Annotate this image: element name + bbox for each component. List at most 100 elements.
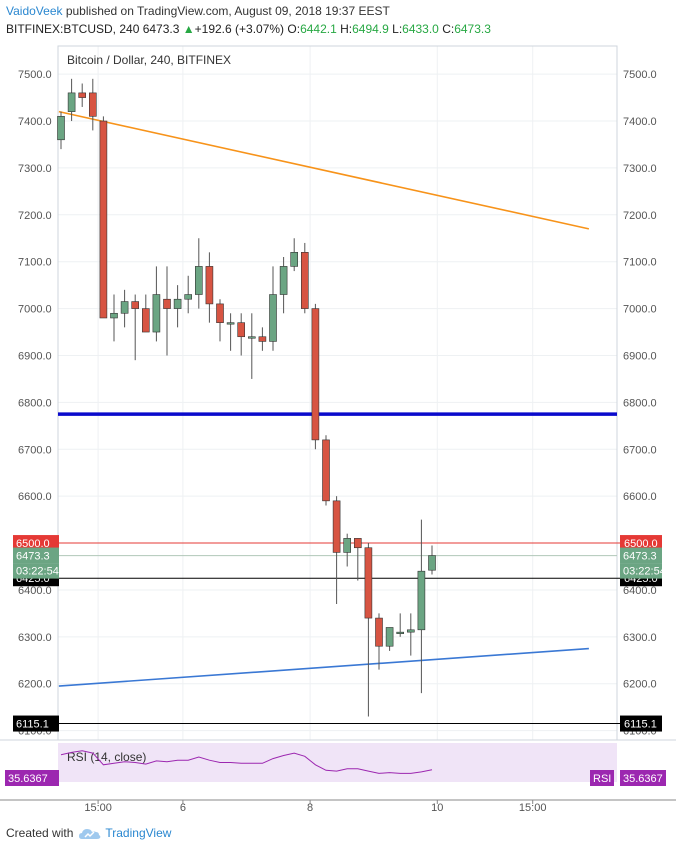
candle-body: [152, 294, 161, 333]
y-tick-label-right: 6600.0: [623, 491, 657, 503]
open-label: O:: [284, 22, 301, 36]
price-change: +192.6 (+3.07%): [194, 22, 285, 36]
candle-body: [343, 538, 352, 553]
y-tick-label-left: 6200.0: [18, 679, 52, 691]
level-tag-right: [620, 535, 662, 552]
candle-body: [67, 92, 76, 112]
created-with-label: Created with: [6, 826, 74, 840]
rsi-value-text-right: 35.6367: [623, 773, 663, 785]
trendlines[interactable]: [58, 110, 590, 687]
candle-body: [173, 298, 182, 309]
open-value: 6442.1: [300, 22, 337, 36]
y-tick-label-right: 6700.0: [623, 444, 657, 456]
y-tick-label-right: 6800.0: [623, 397, 657, 409]
y-tick-label-left: 6900.0: [18, 350, 52, 362]
horizontal-levels[interactable]: [14, 412, 662, 725]
grid-lines: [58, 46, 617, 740]
x-tick-label: 10: [431, 802, 443, 814]
y-tick-label-left: 6600.0: [18, 491, 52, 503]
up-arrow-icon: ▲: [182, 22, 195, 36]
candle-body: [110, 312, 118, 319]
chart-title: Bitcoin / Dollar, 240, BITFINEX: [67, 53, 231, 67]
candle-body: [269, 294, 277, 342]
rsi-name-tag: [590, 770, 614, 786]
y-tick-label-right: 6300.0: [623, 632, 657, 644]
y-tick-label-right: 6900.0: [623, 350, 657, 362]
footer: Created with TradingView: [6, 826, 171, 840]
last-price-tag: [13, 547, 59, 564]
publication-line: VaidoVeek published on TradingView.com, …: [6, 4, 390, 18]
candle-body: [237, 322, 245, 338]
high-value: 6494.9: [352, 22, 389, 36]
tradingview-link[interactable]: TradingView: [105, 826, 172, 840]
ohlc-line: BITFINEX:BTCUSD, 240 6473.3 ▲+192.6 (+3.…: [6, 22, 491, 36]
rsi-label: RSI (14, close): [67, 750, 146, 764]
candle-body: [417, 570, 426, 631]
candle-body: [396, 631, 405, 634]
candle-body: [375, 617, 383, 647]
y-tick-label-left: 6400.0: [18, 585, 52, 597]
candle-body: [205, 266, 214, 305]
author-link[interactable]: VaidoVeek: [6, 4, 63, 18]
y-tick-label-left: 7300.0: [18, 163, 52, 175]
y-tick-label-left: 7500.0: [18, 69, 52, 81]
candle-body: [216, 303, 224, 323]
rsi-name-text: RSI: [593, 773, 611, 785]
candle-body: [78, 92, 86, 98]
close-label: C:: [438, 22, 455, 36]
y-tick-label-right: 7400.0: [623, 116, 657, 128]
x-axis: 15:00 6 8 10 15:00: [84, 800, 546, 814]
y-tick-label-left: 7400.0: [18, 116, 52, 128]
symbol-label: BITFINEX:BTCUSD, 240: [6, 22, 143, 36]
publish-info: published on TradingView.com, August 09,…: [62, 4, 390, 18]
y-tick-label-right: 7000.0: [623, 304, 657, 316]
candle-body: [353, 538, 362, 549]
x-tick-label: 8: [307, 802, 313, 814]
candle-body: [258, 336, 267, 342]
candle-body: [131, 301, 139, 309]
candle-body: [120, 301, 129, 314]
candle-body: [89, 92, 97, 117]
tradingview-logo-icon: [79, 828, 101, 839]
last-price-text: 6473.3: [16, 551, 50, 563]
candle-body: [332, 500, 341, 553]
countdown-tag: [620, 563, 662, 579]
candle-body: [406, 629, 415, 633]
y-tick-label-right: 7300.0: [623, 163, 657, 175]
y-tick-label-right: 7500.0: [623, 69, 657, 81]
x-tick-label: 6: [180, 802, 186, 814]
last-price-text: 6473.3: [623, 551, 657, 563]
x-tick-label: 15:00: [519, 802, 547, 814]
y-tick-label-right: 6400.0: [623, 585, 657, 597]
candle-body: [385, 627, 394, 647]
level-tag-left-text: 6500.0: [16, 538, 50, 550]
level-tag-left-text: 6115.1: [16, 719, 49, 731]
chart-container[interactable]: 6100.0 6100.0 6200.0 6200.0 6300.0 6300.0 6400…: [0, 40, 676, 822]
level-tag-left: [13, 535, 59, 552]
candle-body: [279, 266, 288, 295]
y-tick-label-left: 7100.0: [18, 257, 52, 269]
rsi-value-tag-right: [620, 770, 666, 786]
y-tick-label-left: 6800.0: [18, 397, 52, 409]
close-value: 6473.3: [454, 22, 491, 36]
candle-body: [290, 252, 299, 267]
candle-body: [248, 336, 256, 339]
y-tick-label-left: 6300.0: [18, 632, 52, 644]
rsi-pane: RSI (14, close) 35.6367 RSI 35.6367: [5, 743, 666, 786]
y-tick-label-right: 7200.0: [623, 210, 657, 222]
countdown-text: 03:22:54: [16, 566, 59, 578]
y-tick-label-left: 7200.0: [18, 210, 52, 222]
candle-body: [322, 439, 330, 502]
trendline: [58, 110, 590, 230]
candle-body: [99, 120, 108, 319]
last-price-tag: [620, 547, 662, 564]
candle-body: [226, 322, 235, 325]
candle-body: [300, 252, 309, 309]
low-label: L:: [388, 22, 403, 36]
rsi-value-text-left: 35.6367: [8, 773, 48, 785]
candle-body: [142, 308, 150, 333]
rsi-value-tag-left: [5, 770, 59, 786]
candle-body: [184, 294, 192, 300]
